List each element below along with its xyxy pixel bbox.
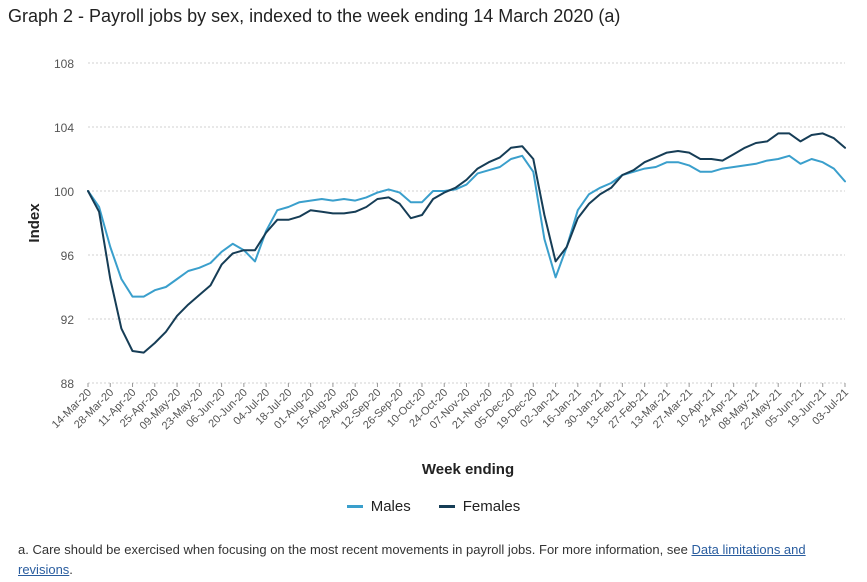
legend-label-males: Males (370, 498, 411, 515)
footnote-text: a. Care should be exercised when focusin… (18, 542, 692, 557)
y-tick-label: 92 (61, 313, 75, 327)
y-axis-label: Index (26, 203, 43, 243)
y-tick-label: 104 (54, 121, 74, 135)
series-line-females[interactable] (87, 132, 846, 354)
legend-swatch-females (438, 505, 455, 508)
y-tick-label: 88 (61, 377, 75, 391)
y-tick-label: 108 (54, 57, 74, 71)
y-tick-label: 100 (54, 185, 74, 199)
legend: Males Females (0, 498, 867, 515)
y-tick-label: 96 (61, 249, 75, 263)
legend-swatch-males (346, 505, 363, 508)
footnote-end: . (69, 562, 73, 577)
footnote: a. Care should be exercised when focusin… (18, 540, 853, 580)
x-axis-label: Week ending (422, 461, 514, 478)
series-line-males[interactable] (87, 154, 846, 298)
legend-item-females[interactable]: Females (438, 498, 521, 515)
legend-item-males[interactable]: Males (346, 498, 411, 515)
chart-title: Graph 2 - Payroll jobs by sex, indexed t… (8, 6, 621, 26)
data-limitations-link[interactable]: Data limitations and revisions (18, 542, 806, 577)
legend-label-females: Females (462, 498, 521, 515)
